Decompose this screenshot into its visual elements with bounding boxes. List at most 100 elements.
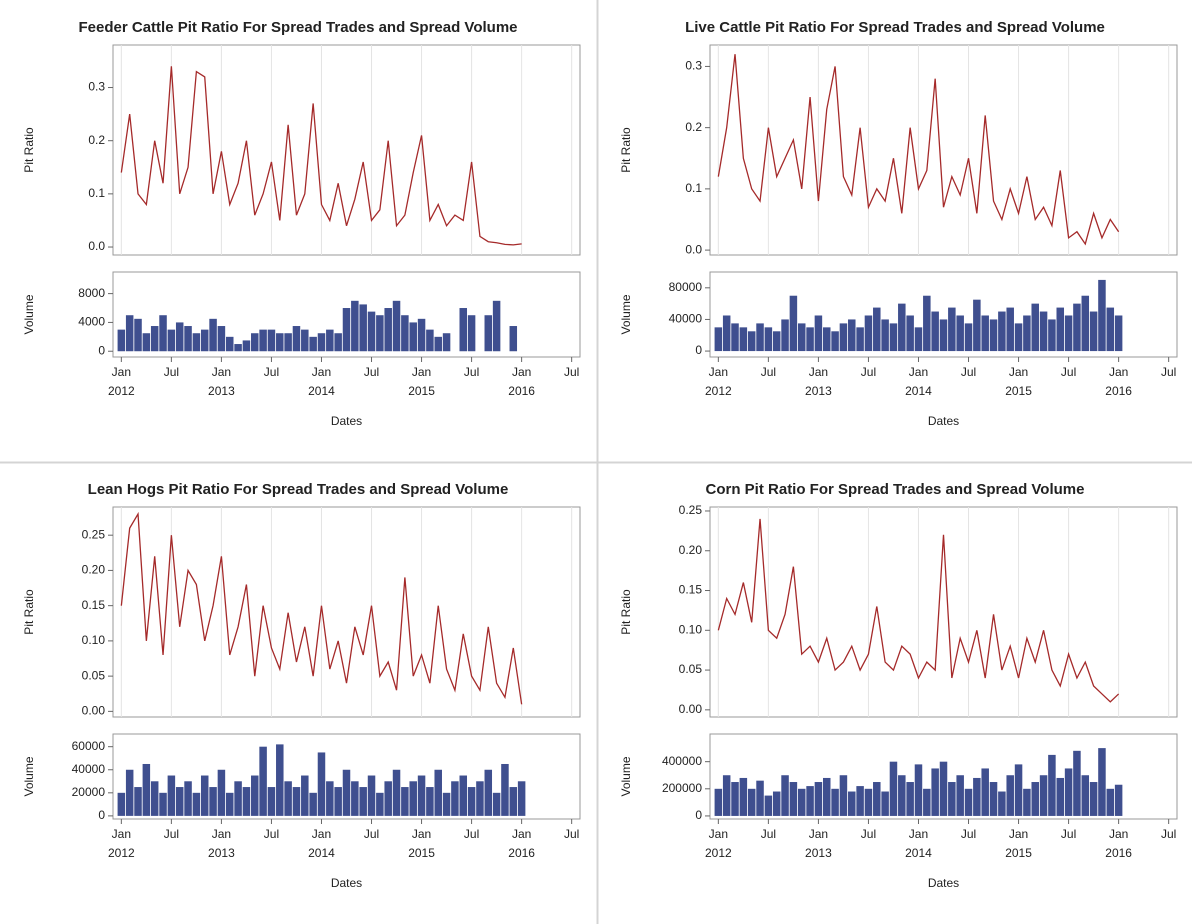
volume-bar (1039, 775, 1048, 816)
volume-bar (484, 769, 493, 816)
y-tick-label: 40000 (72, 762, 106, 776)
x-tick-label: Jul (464, 827, 479, 841)
volume-bar (956, 315, 964, 352)
volume-bar (1048, 319, 1056, 352)
volume-bar (731, 323, 739, 352)
x-tick-label: Jul (1161, 827, 1176, 841)
volume-bar (276, 744, 284, 816)
volume-bar (159, 792, 167, 816)
volume-bar (764, 795, 773, 816)
volume-bar (831, 788, 839, 816)
volume-bar (948, 782, 956, 816)
volume-bar (117, 329, 126, 352)
x-tick-label: Jan 2012 (108, 365, 135, 398)
volume-bar (267, 329, 276, 352)
volume-bar (864, 315, 873, 352)
y-tick-label: 0.3 (88, 80, 105, 94)
x-axis-label: Dates (928, 414, 959, 428)
x-tick-label: Jan 2014 (905, 827, 932, 860)
volume-bar (1064, 768, 1073, 816)
volume-bar (467, 315, 476, 352)
volume-bar (242, 340, 251, 352)
volume-bar (998, 311, 1006, 352)
volume-bar (1014, 323, 1023, 352)
volume-bar (822, 777, 831, 816)
volume-bar (484, 315, 493, 352)
volume-bar (134, 787, 142, 816)
volume-bar (317, 752, 326, 816)
volume-bar (259, 329, 267, 352)
volume-bar (150, 781, 159, 816)
x-tick-label: Jul (364, 827, 379, 841)
y-axis-label: Volume (619, 756, 633, 796)
volume-bar (284, 781, 292, 816)
x-tick-label: Jan 2012 (108, 827, 135, 860)
volume-bar (234, 781, 242, 816)
y-tick-label: 0.00 (82, 704, 106, 718)
volume-bar (384, 308, 392, 352)
y-tick-label: 0 (98, 343, 105, 357)
plot-frame (709, 271, 1178, 358)
y-axis-label: Pit Ratio (22, 589, 36, 635)
volume-bar (401, 787, 409, 816)
volume-bar (939, 319, 948, 352)
volume-bar (714, 788, 723, 816)
plot-frame (709, 506, 1178, 718)
volume-bar (184, 326, 192, 352)
volume-bar (764, 327, 773, 352)
volume-bar (501, 763, 509, 816)
volume-bar (889, 323, 898, 352)
x-tick-label: Jan 2016 (1105, 827, 1132, 860)
x-tick-label: Jan 2013 (208, 827, 235, 860)
x-tick-label: Jan 2012 (705, 365, 732, 398)
x-tick-label: Jul (861, 827, 876, 841)
volume-bar (434, 336, 442, 352)
volume-bar (848, 791, 856, 816)
x-axis-label: Dates (331, 414, 362, 428)
y-tick-label: 0.25 (82, 527, 106, 541)
y-tick-label: 400000 (662, 754, 702, 768)
volume-bar (831, 331, 839, 352)
volume-bar (839, 775, 848, 816)
volume-bar (234, 344, 242, 352)
volume-bar (134, 318, 142, 352)
y-tick-label: 0.05 (679, 662, 703, 676)
volume-bar (956, 775, 964, 816)
volume-bar (906, 782, 914, 816)
volume-bar (301, 775, 309, 816)
volume-bar (981, 768, 989, 816)
volume-bar (167, 329, 176, 352)
volume-bar (1039, 311, 1048, 352)
volume-bar (492, 792, 501, 816)
volume-bar (409, 322, 417, 352)
y-axis-label: Volume (619, 294, 633, 334)
x-tick-label: Jul (761, 827, 776, 841)
chart-title: Live Cattle Pit Ratio For Spread Trades … (685, 19, 1105, 36)
y-tick-label: 200000 (662, 781, 702, 795)
y-tick-label: 0.0 (88, 239, 105, 253)
chart-title: Lean Hogs Pit Ratio For Spread Trades an… (88, 481, 509, 498)
x-tick-label: Jul (564, 827, 579, 841)
volume-bar (881, 791, 889, 816)
volume-bar (714, 327, 723, 352)
volume-bar (1064, 315, 1073, 352)
volume-bar (442, 333, 451, 352)
volume-bar (217, 769, 226, 816)
volume-bar (334, 787, 342, 816)
volume-bar (301, 329, 309, 352)
volume-bar (326, 329, 334, 352)
x-tick-label: Jan 2016 (1105, 365, 1132, 398)
chart-title: Corn Pit Ratio For Spread Trades and Spr… (706, 481, 1085, 498)
x-tick-label: Jan 2015 (408, 827, 435, 860)
y-tick-label: 0.2 (88, 133, 105, 147)
volume-bar (722, 775, 731, 816)
volume-bar (309, 336, 317, 352)
y-tick-label: 0.10 (679, 622, 703, 636)
volume-bar (217, 326, 226, 352)
volume-bar (739, 777, 748, 816)
volume-bar (848, 319, 856, 352)
y-tick-label: 0.20 (679, 543, 703, 557)
volume-bar (359, 787, 367, 816)
volume-bar (242, 787, 251, 816)
ratio-line (120, 511, 523, 705)
